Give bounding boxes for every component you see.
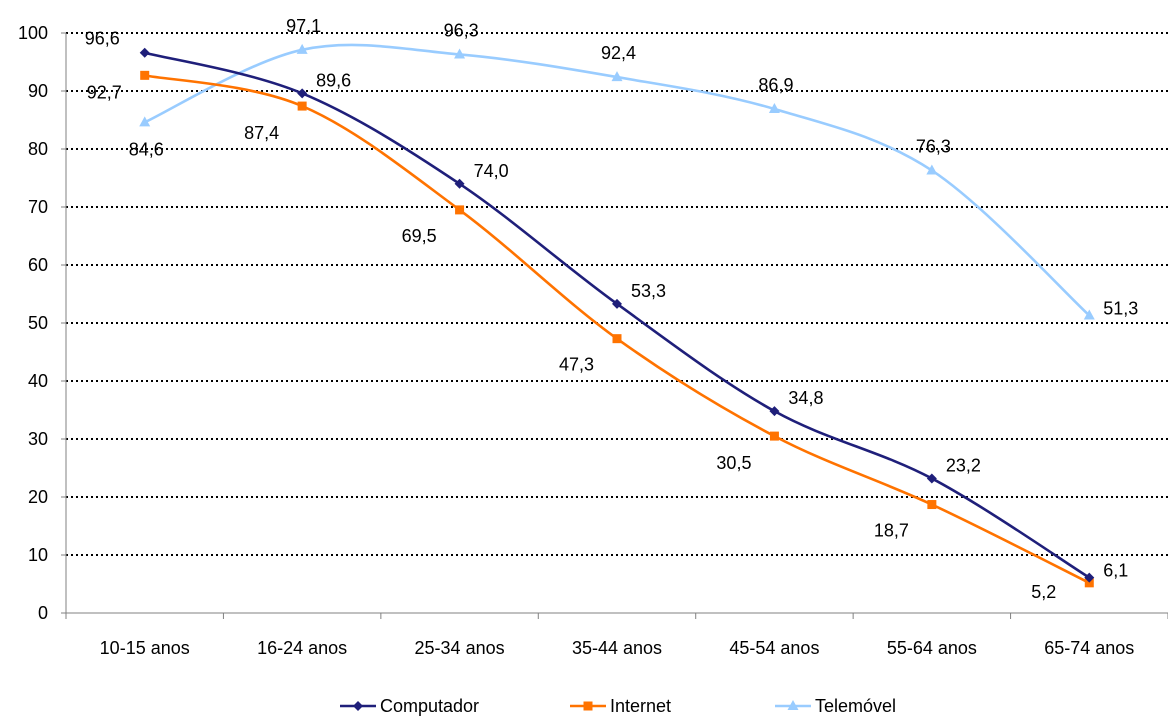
x-tick-label: 45-54 anos bbox=[729, 638, 819, 658]
data-label-telemovel: 97,1 bbox=[286, 16, 321, 36]
legend-item-internet: Internet bbox=[570, 696, 671, 716]
data-point-internet bbox=[455, 205, 465, 215]
y-tick-label: 60 bbox=[28, 255, 48, 275]
series-computador bbox=[139, 47, 1095, 583]
data-label-telemovel: 92,4 bbox=[601, 43, 636, 63]
series-group bbox=[139, 43, 1095, 588]
data-label-computador: 53,3 bbox=[631, 281, 666, 301]
data-label-computador: 23,2 bbox=[946, 455, 981, 475]
data-label-computador: 6,1 bbox=[1103, 561, 1128, 581]
data-label-telemovel: 86,9 bbox=[758, 75, 793, 95]
data-point-internet bbox=[769, 431, 779, 441]
data-point-internet bbox=[927, 500, 937, 510]
data-label-computador: 34,8 bbox=[788, 388, 823, 408]
data-point-internet bbox=[297, 101, 307, 111]
data-label-telemovel: 96,3 bbox=[444, 20, 479, 40]
legend-marker-computador bbox=[353, 701, 363, 711]
y-tick-label: 0 bbox=[38, 603, 48, 623]
y-tick-label: 40 bbox=[28, 371, 48, 391]
data-point-telemovel bbox=[296, 43, 308, 54]
data-label-telemovel: 76,3 bbox=[916, 136, 951, 156]
y-tick-label: 80 bbox=[28, 139, 48, 159]
y-tick-label: 20 bbox=[28, 487, 48, 507]
legend: Computador Internet Telemóvel bbox=[340, 696, 896, 716]
data-point-telemovel bbox=[1083, 309, 1095, 320]
data-point-telemovel bbox=[926, 164, 938, 175]
data-label-computador: 96,6 bbox=[85, 29, 120, 49]
data-point-telemovel bbox=[611, 71, 623, 82]
legend-marker-telemovel bbox=[787, 700, 799, 710]
legend-label: Internet bbox=[610, 696, 671, 716]
x-tick-label: 35-44 anos bbox=[572, 638, 662, 658]
data-label-internet: 18,7 bbox=[874, 521, 909, 541]
x-axis-ticks: 10-15 anos 16-24 anos 25-34 anos 35-44 anos… bbox=[65, 613, 1168, 658]
y-tick-label: 50 bbox=[28, 313, 48, 333]
data-point-telemovel bbox=[139, 116, 151, 127]
y-tick-label: 100 bbox=[18, 23, 48, 43]
data-label-internet: 30,5 bbox=[716, 453, 751, 473]
legend-marker-internet bbox=[583, 701, 593, 711]
y-tick-label: 90 bbox=[28, 81, 48, 101]
legend-item-computador: Computador bbox=[340, 696, 479, 716]
series-internet bbox=[140, 70, 1094, 588]
data-label-computador: 89,6 bbox=[316, 70, 351, 90]
y-tick-label: 70 bbox=[28, 197, 48, 217]
x-tick-label: 16-24 anos bbox=[257, 638, 347, 658]
data-point-computador bbox=[454, 178, 465, 189]
data-point-internet bbox=[1084, 578, 1094, 588]
legend-label: Telemóvel bbox=[815, 696, 896, 716]
series-line-computador bbox=[144, 51, 1090, 579]
gridlines bbox=[66, 32, 1168, 556]
legend-label: Computador bbox=[380, 696, 479, 716]
data-label-internet: 47,3 bbox=[559, 355, 594, 375]
data-point-internet bbox=[612, 334, 622, 344]
data-point-computador bbox=[926, 473, 937, 484]
data-label-internet: 5,2 bbox=[1031, 582, 1056, 602]
data-label-computador: 74,0 bbox=[474, 161, 509, 181]
data-point-computador bbox=[1084, 572, 1095, 583]
data-point-computador bbox=[297, 88, 308, 99]
data-label-telemovel: 51,3 bbox=[1103, 298, 1138, 318]
data-label-internet: 87,4 bbox=[244, 123, 279, 143]
x-tick-label: 10-15 anos bbox=[100, 638, 190, 658]
data-point-computador bbox=[612, 298, 622, 309]
y-tick-label: 30 bbox=[28, 429, 48, 449]
series-line-telemovel bbox=[144, 43, 1091, 317]
series-telemovel bbox=[139, 43, 1095, 320]
y-axis-ticks: 0 10 20 30 40 50 60 70 80 90 100 bbox=[18, 23, 66, 623]
x-tick-label: 25-34 anos bbox=[415, 638, 505, 658]
data-point-computador bbox=[769, 406, 780, 417]
data-label-internet: 92,7 bbox=[87, 82, 122, 102]
legend-item-telemovel: Telemóvel bbox=[775, 696, 896, 716]
data-point-telemovel bbox=[454, 48, 466, 59]
data-point-computador bbox=[139, 47, 150, 58]
data-labels: 96,6 89,6 74,0 53,3 34,8 23,2 6,1 92,7 87,4 69,5 4… bbox=[85, 16, 1139, 602]
data-label-telemovel: 84,6 bbox=[129, 139, 164, 159]
y-tick-label: 10 bbox=[28, 545, 48, 565]
x-tick-label: 55-64 anos bbox=[887, 638, 977, 658]
data-point-telemovel bbox=[768, 102, 780, 113]
data-point-internet bbox=[140, 70, 150, 80]
x-tick-label: 65-74 anos bbox=[1044, 638, 1134, 658]
data-label-internet: 69,5 bbox=[402, 226, 437, 246]
